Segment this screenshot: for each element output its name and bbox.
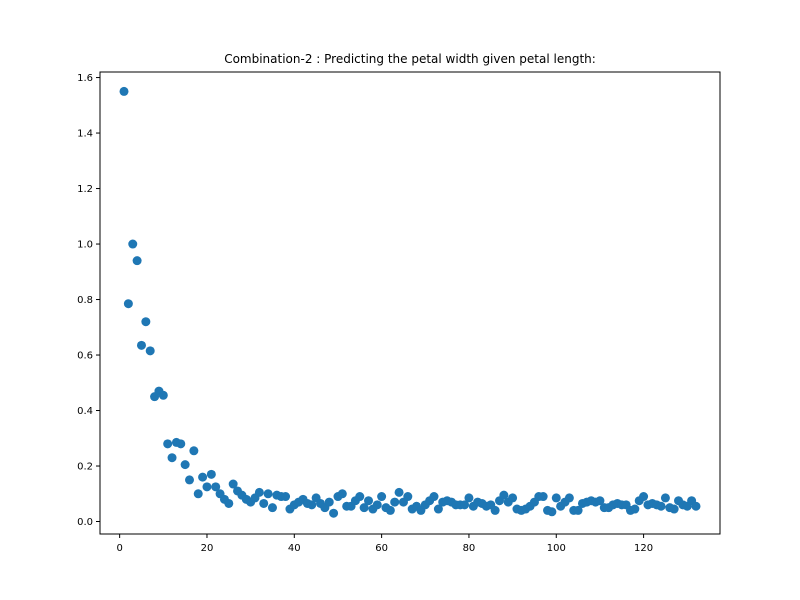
data-point-120 xyxy=(639,492,649,502)
data-point-15 xyxy=(180,460,190,470)
data-point-33 xyxy=(259,498,269,508)
data-point-99 xyxy=(547,507,557,517)
y-tick-label: 1.4 xyxy=(77,129,93,140)
data-point-80 xyxy=(464,493,474,503)
data-point-14 xyxy=(176,439,186,449)
data-point-16 xyxy=(185,475,195,485)
data-point-88 xyxy=(499,490,509,500)
data-point-44 xyxy=(307,500,317,510)
data-point-90 xyxy=(508,493,518,503)
data-point-51 xyxy=(337,489,347,499)
data-point-34 xyxy=(263,489,273,499)
data-point-10 xyxy=(158,390,168,400)
x-tick-label: 40 xyxy=(288,543,301,554)
y-tick-label: 0.8 xyxy=(77,295,93,306)
data-point-3 xyxy=(128,239,138,249)
data-point-64 xyxy=(394,487,404,497)
y-axis: 0.0 0.2 0.4 0.6 0.8 1.0 1.2 1.4 1.6 xyxy=(77,73,100,528)
data-point-49 xyxy=(329,508,339,518)
y-tick-label: 1.6 xyxy=(77,73,93,84)
data-point-63 xyxy=(390,497,400,507)
y-tick-label: 0.2 xyxy=(77,462,93,473)
axes-frame xyxy=(99,71,721,535)
data-point-35 xyxy=(267,503,277,513)
y-tick-label: 1.0 xyxy=(77,240,93,251)
data-point-59 xyxy=(372,500,382,510)
y-tick-label: 0.6 xyxy=(77,351,93,362)
x-tick-label: 120 xyxy=(634,543,653,554)
data-point-19 xyxy=(198,472,208,482)
data-point-12 xyxy=(167,453,177,463)
data-point-118 xyxy=(630,504,640,514)
data-point-57 xyxy=(364,496,374,506)
data-point-1 xyxy=(119,86,129,96)
y-tick-label: 0.0 xyxy=(77,517,93,528)
data-point-48 xyxy=(324,497,334,507)
chart-title: Combination-2 : Predicting the petal wid… xyxy=(224,52,596,66)
x-tick-label: 0 xyxy=(116,543,122,554)
x-tick-label: 60 xyxy=(375,543,388,554)
data-point-125 xyxy=(660,493,670,503)
data-point-72 xyxy=(429,492,439,502)
data-point-4 xyxy=(132,256,142,266)
data-point-97 xyxy=(538,492,548,502)
data-point-20 xyxy=(202,482,212,492)
data-point-66 xyxy=(403,492,413,502)
data-point-124 xyxy=(656,501,666,511)
data-point-38 xyxy=(281,492,291,502)
data-point-2 xyxy=(123,299,133,309)
data-point-18 xyxy=(193,489,203,499)
data-point-7 xyxy=(145,346,155,356)
data-point-60 xyxy=(377,492,387,502)
data-point-86 xyxy=(490,505,500,515)
data-point-56 xyxy=(359,503,369,513)
data-point-55 xyxy=(355,492,365,502)
data-point-21 xyxy=(206,469,216,479)
data-points xyxy=(119,86,701,518)
data-point-32 xyxy=(254,487,264,497)
y-tick-label: 0.4 xyxy=(77,406,93,417)
data-point-103 xyxy=(564,493,574,503)
data-point-100 xyxy=(551,493,561,503)
data-point-132 xyxy=(691,501,701,511)
x-tick-label: 100 xyxy=(547,543,566,554)
data-point-105 xyxy=(573,505,583,515)
data-point-11 xyxy=(163,439,173,449)
data-point-5 xyxy=(136,340,146,350)
data-point-6 xyxy=(141,317,151,327)
x-tick-label: 80 xyxy=(463,543,476,554)
data-point-17 xyxy=(189,446,199,456)
y-tick-label: 1.2 xyxy=(77,184,93,195)
data-point-25 xyxy=(224,498,234,508)
data-point-22 xyxy=(211,482,221,492)
data-point-26 xyxy=(228,479,238,489)
data-point-62 xyxy=(385,505,395,515)
data-point-127 xyxy=(669,504,679,514)
x-axis: 0 20 40 60 80 100 120 xyxy=(116,534,653,554)
data-point-79 xyxy=(460,500,470,510)
data-point-73 xyxy=(433,504,443,514)
data-point-110 xyxy=(595,496,605,506)
x-tick-label: 20 xyxy=(201,543,214,554)
